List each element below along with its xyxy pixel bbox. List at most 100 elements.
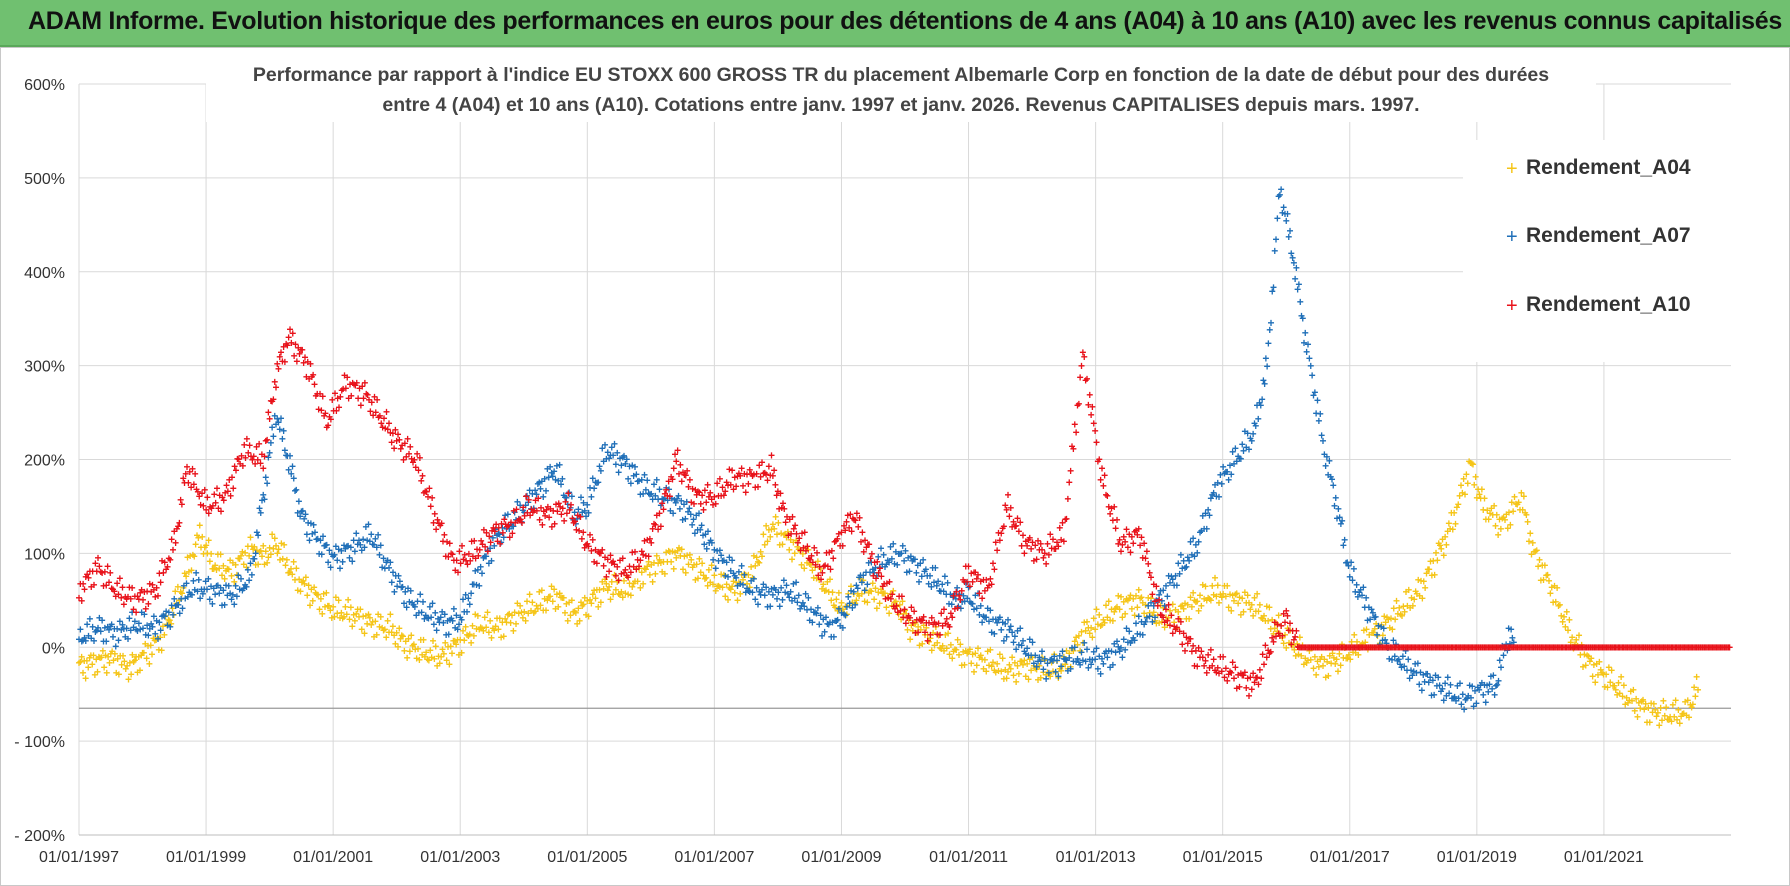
data-point: + [1293, 624, 1300, 638]
data-point: + [474, 609, 481, 623]
data-point: + [1434, 553, 1441, 567]
data-point: + [808, 558, 815, 572]
data-point: + [1460, 472, 1467, 486]
data-point: + [575, 602, 582, 616]
data-point: + [103, 666, 110, 680]
data-point: + [1224, 579, 1231, 593]
data-point: + [564, 614, 571, 628]
data-point: + [1005, 665, 1012, 679]
data-point: + [1607, 675, 1614, 689]
data-point: + [923, 621, 930, 635]
data-point: + [619, 590, 626, 604]
data-point: + [611, 568, 618, 582]
data-point: + [349, 620, 356, 634]
data-point: + [715, 579, 722, 593]
data-point: + [1287, 624, 1294, 638]
data-point: + [244, 539, 251, 553]
data-point: + [391, 629, 398, 643]
data-point: + [309, 594, 316, 608]
data-point: + [143, 652, 150, 666]
data-point: + [788, 552, 795, 566]
data-point: + [1558, 609, 1565, 623]
data-point: + [1105, 594, 1112, 608]
data-point: + [1083, 615, 1090, 629]
data-point: + [847, 580, 854, 594]
y-tick-label: 300% [24, 359, 65, 376]
data-point: + [544, 594, 551, 608]
data-point: + [1112, 601, 1119, 615]
data-point: + [286, 566, 293, 580]
data-point: + [1533, 543, 1540, 557]
data-point: + [921, 628, 928, 642]
data-point: + [750, 549, 757, 563]
data-point: + [1231, 594, 1238, 608]
data-point: + [315, 588, 322, 602]
data-point: + [305, 579, 312, 593]
data-point: + [393, 626, 400, 640]
data-point: + [1536, 553, 1543, 567]
data-point: + [240, 557, 247, 571]
data-point: + [1593, 657, 1600, 671]
data-point: + [824, 575, 831, 589]
data-point: + [551, 583, 558, 597]
data-point: + [742, 568, 749, 582]
data-point: + [423, 646, 430, 660]
data-point: + [146, 657, 153, 671]
data-point: + [408, 628, 415, 642]
data-point: + [1075, 397, 1082, 411]
data-point: + [980, 662, 987, 676]
data-point: + [1037, 671, 1044, 685]
data-point: + [642, 562, 649, 576]
data-point: + [823, 583, 830, 597]
data-point: + [726, 581, 733, 595]
data-point: + [330, 600, 337, 614]
data-point: + [154, 631, 161, 645]
data-point: + [1435, 537, 1442, 551]
data-point: + [493, 612, 500, 626]
y-tick-label: 200% [24, 453, 65, 470]
data-point: + [979, 653, 986, 667]
data-point: + [767, 530, 774, 544]
data-point: + [562, 606, 569, 620]
data-point: + [1423, 567, 1430, 581]
data-point: + [453, 638, 460, 652]
data-point: + [1480, 503, 1487, 517]
data-point: + [749, 571, 756, 585]
data-point: + [1383, 611, 1390, 625]
data-point: + [1060, 535, 1067, 549]
data-point: + [585, 506, 592, 520]
data-point: + [323, 586, 330, 600]
data-point: + [1067, 660, 1074, 674]
data-point: + [1222, 589, 1229, 603]
data-point: + [246, 549, 253, 563]
data-point: + [510, 624, 517, 638]
data-point: + [247, 531, 254, 545]
data-point: + [161, 628, 168, 642]
data-point: + [1107, 614, 1114, 628]
data-point: + [719, 580, 726, 594]
data-point: + [1531, 545, 1538, 559]
data-point: + [1287, 224, 1294, 238]
data-point: + [1329, 647, 1336, 661]
data-point: + [790, 535, 797, 549]
data-point: + [1202, 580, 1209, 594]
data-point: + [1503, 507, 1510, 521]
data-point: + [1411, 592, 1418, 606]
data-point: + [176, 594, 183, 608]
data-point: + [136, 663, 143, 677]
data-point: + [899, 594, 906, 608]
data-point: + [541, 592, 548, 606]
data-point: + [1463, 468, 1470, 482]
data-point: + [387, 607, 394, 621]
data-point: + [553, 588, 560, 602]
data-point: + [225, 563, 232, 577]
data-point: + [621, 574, 628, 588]
data-point: + [879, 586, 886, 600]
data-point: + [786, 543, 793, 557]
data-point: + [351, 614, 358, 628]
data-point: + [179, 586, 186, 600]
data-point: + [1349, 646, 1356, 660]
data-point: + [953, 643, 960, 657]
data-point: + [508, 608, 515, 622]
data-point: + [250, 543, 257, 557]
